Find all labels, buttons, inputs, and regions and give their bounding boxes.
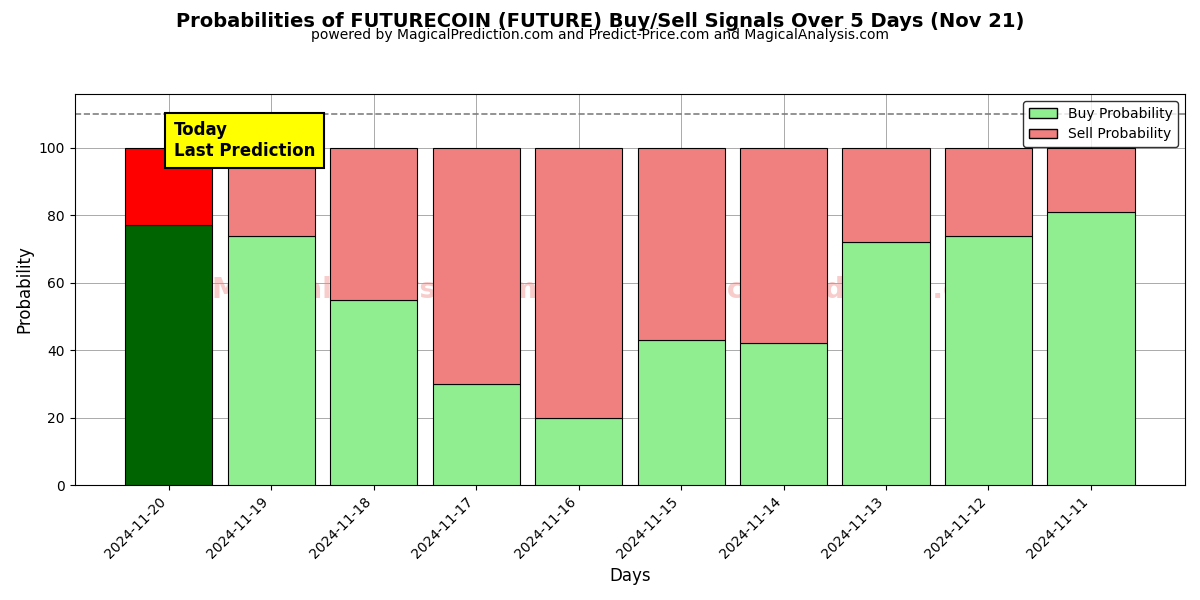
Bar <box>125 148 212 226</box>
Bar <box>228 236 314 485</box>
Bar <box>637 148 725 340</box>
Y-axis label: Probability: Probability <box>16 245 34 334</box>
Bar <box>740 148 827 343</box>
Bar <box>330 299 418 485</box>
Bar <box>330 148 418 299</box>
X-axis label: Days: Days <box>610 567 650 585</box>
Text: Probabilities of FUTURECOIN (FUTURE) Buy/Sell Signals Over 5 Days (Nov 21): Probabilities of FUTURECOIN (FUTURE) Buy… <box>176 12 1024 31</box>
Legend: Buy Probability, Sell Probability: Buy Probability, Sell Probability <box>1024 101 1178 147</box>
Bar <box>228 148 314 236</box>
Bar <box>432 148 520 384</box>
Bar <box>535 148 622 418</box>
Text: MagicalAnalysis.com: MagicalAnalysis.com <box>211 275 538 304</box>
Bar <box>637 340 725 485</box>
Bar <box>842 242 930 485</box>
Bar <box>944 236 1032 485</box>
Bar <box>432 384 520 485</box>
Bar <box>535 418 622 485</box>
Bar <box>1048 148 1134 212</box>
Text: MagicalPrediction.com: MagicalPrediction.com <box>652 275 1008 304</box>
Text: Today
Last Prediction: Today Last Prediction <box>174 121 316 160</box>
Bar <box>842 148 930 242</box>
Bar <box>944 148 1032 236</box>
Bar <box>740 343 827 485</box>
Bar <box>1048 212 1134 485</box>
Bar <box>125 226 212 485</box>
Text: powered by MagicalPrediction.com and Predict-Price.com and MagicalAnalysis.com: powered by MagicalPrediction.com and Pre… <box>311 28 889 42</box>
